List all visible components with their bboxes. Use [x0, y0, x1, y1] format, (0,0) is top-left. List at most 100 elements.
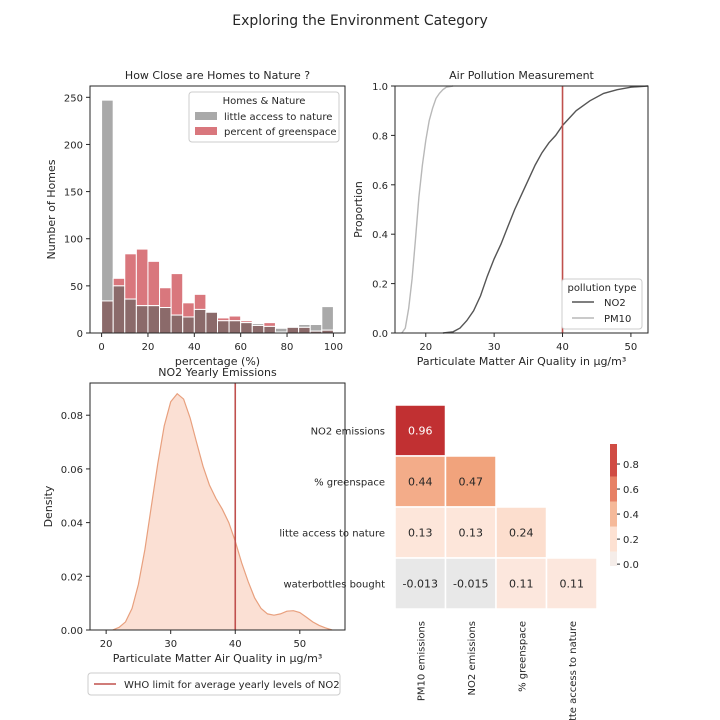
legend-label: NO2	[604, 298, 626, 309]
legend-box	[561, 278, 643, 330]
y-axis-label: Number of Homes	[45, 159, 58, 259]
y-tick-label: 1.0	[372, 82, 388, 93]
axes-title: How Close are Homes to Nature ?	[125, 69, 310, 82]
heatmap-row-label: % greenspace	[314, 478, 385, 489]
y-axis-label: Proportion	[352, 181, 365, 238]
heatmap-col-label: % greenspace	[517, 621, 528, 692]
heatmap-cell-label: 0.11	[509, 578, 534, 591]
y-tick-label: 0.2	[372, 280, 388, 291]
bar-overlap	[182, 316, 195, 334]
bar-overlap	[228, 320, 242, 334]
heatmap-cell-label: 0.96	[408, 425, 433, 438]
colorbar-tick-label: 0.0	[623, 560, 639, 571]
bar-overlap	[135, 305, 149, 334]
axes-frame	[89, 382, 346, 631]
kde-legend: WHO limit for average yearly levels of N…	[87, 672, 341, 696]
heatmap-cell	[495, 557, 548, 610]
y-tick-label: 50	[70, 282, 83, 293]
bar-overlap	[112, 285, 126, 334]
colorbar-segment	[610, 476, 617, 502]
bar-overlap	[124, 298, 137, 334]
heatmap-panel: 0.96 0.44 0.47 0.13 0.13 0.24 -0.013 -0.015 0.11…	[279, 404, 639, 720]
bar-greenspace	[112, 277, 126, 287]
y-tick-label: 0.8	[372, 131, 388, 142]
histogram-legend: Homes & Nature little access to nature per…	[188, 91, 340, 143]
y-tick-label: 200	[64, 140, 83, 151]
histogram-panel: 0 20 40 60 80 100 0 50 100 150 200 250 How Close are…	[45, 69, 346, 368]
legend-label: WHO limit for average yearly levels of N…	[124, 680, 340, 691]
y-tick-label: 150	[64, 188, 83, 199]
x-tick-label: 50	[625, 342, 638, 353]
heatmap-cell-label: 0.13	[459, 527, 484, 540]
bar-overlap	[170, 314, 184, 334]
bar-overlap	[251, 324, 265, 334]
bar-little-access	[321, 306, 334, 331]
x-tick-label: 50	[293, 639, 306, 650]
axes-title: NO2 Yearly Emissions	[158, 366, 277, 379]
x-tick-label: 40	[188, 342, 201, 353]
x-tick-label: 0	[98, 342, 104, 353]
heatmap-cell-label: -0.013	[403, 578, 438, 591]
figure-title: Exploring the Environment Category	[232, 13, 488, 29]
bar-overlap	[205, 311, 218, 334]
bar-greenspace	[159, 287, 172, 309]
heatmap-cell	[394, 455, 447, 508]
bar-little-access	[274, 327, 288, 333]
bar-overlap	[147, 305, 161, 334]
kde-panel: 20 30 40 50 0.00 0.02 0.04 0.06 0.08 NO2 Yearly E…	[42, 366, 346, 696]
heatmap-cell	[394, 557, 447, 610]
bar-greenspace	[124, 253, 137, 300]
heatmap-cell	[394, 506, 447, 559]
bar-greenspace	[263, 322, 276, 327]
bar-overlap	[159, 307, 172, 334]
legend-box	[87, 672, 341, 696]
bar-little-access	[309, 324, 323, 332]
heatmap-cell	[444, 455, 497, 508]
heatmap-cell-label: 0.24	[509, 527, 534, 540]
colorbar-tick-label: 0.2	[623, 535, 639, 546]
heatmap-cell	[394, 404, 447, 457]
y-tick-label: 100	[64, 235, 83, 246]
y-tick-label: 0.08	[61, 411, 83, 422]
legend-label: percent of greenspace	[224, 127, 337, 138]
x-tick-label: 20	[142, 342, 155, 353]
colorbar-tick-label: 0.8	[623, 460, 639, 471]
bar-greenspace	[170, 273, 184, 316]
x-tick-label: 20	[100, 639, 113, 650]
kde-area	[112, 393, 333, 630]
x-axis-label: percentage (%)	[175, 355, 260, 368]
heatmap-col-label: NO2 emissions	[467, 621, 478, 695]
x-tick-label: 60	[234, 342, 247, 353]
ecdf-line-no2	[442, 85, 649, 334]
y-tick-label: 0.00	[61, 626, 83, 637]
y-tick-label: 0	[77, 329, 83, 340]
bar-overlap	[240, 322, 253, 334]
axes-title: Air Pollution Measurement	[449, 69, 594, 82]
x-axis-label: Particulate Matter Air Quality in µg/m³	[113, 652, 323, 665]
kde-line	[112, 392, 333, 631]
heatmap-cell-label: 0.11	[560, 578, 585, 591]
ecdf-panel: 20 30 40 50 0.0 0.2 0.4 0.6 0.8 1.0 Air Pollution …	[352, 69, 649, 368]
colorbar-segment	[610, 526, 617, 552]
axes-frame	[89, 85, 346, 334]
legend-title: Homes & Nature	[223, 96, 306, 107]
ecdf-legend: pollution type NO2 PM10	[561, 278, 643, 330]
heatmap-cell-label: 0.47	[459, 476, 484, 489]
y-tick-label: 0.0	[372, 329, 388, 340]
x-tick-label: 100	[324, 342, 343, 353]
bar-overlap	[217, 320, 230, 334]
y-tick-label: 250	[64, 93, 83, 104]
heatmap-col-label: litte access to nature	[568, 621, 579, 720]
colorbar-segment	[610, 501, 617, 527]
legend-swatch-gray	[195, 112, 217, 120]
bar-greenspace	[228, 315, 242, 322]
x-tick-label: 20	[419, 342, 432, 353]
legend-title: pollution type	[567, 283, 636, 294]
colorbar-segment	[610, 444, 617, 477]
bar-greenspace	[182, 302, 195, 318]
y-tick-label: 0.4	[372, 230, 388, 241]
heatmap-col-label: PM10 emissions	[416, 621, 427, 701]
heatmap-row-label: NO2 emissions	[311, 427, 385, 438]
legend-box	[188, 91, 340, 143]
